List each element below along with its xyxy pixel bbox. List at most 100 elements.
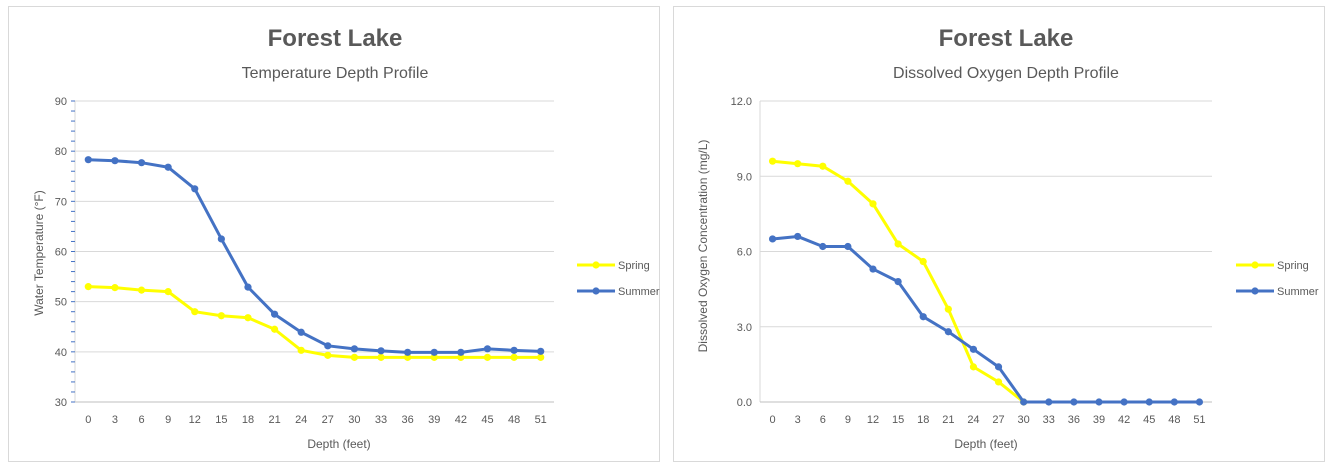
data-point-spring	[869, 200, 877, 208]
y-tick-label: 0.0	[737, 397, 752, 409]
x-axis-label: Depth (feet)	[307, 437, 370, 451]
data-point-spring	[377, 353, 385, 361]
chart-subtitle: Dissolved Oxygen Depth Profile	[893, 65, 1119, 82]
x-tick-label: 39	[1093, 414, 1105, 426]
data-point-summer	[1145, 398, 1153, 406]
data-point-spring	[537, 353, 545, 361]
chart-subtitle: Temperature Depth Profile	[242, 65, 429, 82]
x-tick-label: 18	[242, 414, 254, 426]
data-point-summer	[1070, 398, 1078, 406]
x-tick-label: 6	[820, 414, 826, 426]
data-point-summer	[944, 328, 952, 336]
data-point-summer	[404, 348, 412, 356]
y-tick-label: 80	[55, 146, 67, 158]
x-tick-label: 33	[1043, 414, 1055, 426]
data-point-summer	[270, 310, 279, 318]
y-tick-label: 60	[55, 247, 67, 259]
series-line-spring	[86, 285, 543, 359]
data-point-spring	[297, 346, 305, 354]
data-point-summer	[1095, 398, 1103, 406]
y-tick-label: 70	[55, 196, 67, 208]
data-point-summer	[1120, 398, 1128, 406]
x-tick-label: 33	[375, 414, 387, 426]
x-tick-label: 3	[795, 414, 801, 426]
y-axis-label: Water Temperature (°F)	[32, 190, 46, 316]
data-point-spring	[994, 378, 1003, 386]
x-tick-label: 12	[189, 414, 201, 426]
data-point-spring	[919, 257, 927, 266]
data-point-summer	[111, 157, 119, 165]
data-point-summer	[217, 235, 225, 243]
legend-marker-summer	[1251, 287, 1259, 295]
series-line-summer	[86, 158, 543, 354]
data-point-summer	[969, 345, 978, 353]
data-point-spring	[819, 162, 827, 170]
data-point-summer	[324, 342, 332, 350]
x-tick-label: 51	[1193, 414, 1205, 426]
x-tick-label: 15	[215, 414, 227, 426]
data-point-spring	[350, 353, 359, 361]
data-point-summer	[430, 348, 438, 356]
x-tick-label: 30	[1018, 414, 1030, 426]
x-tick-label: 39	[428, 414, 440, 426]
data-point-summer	[869, 265, 877, 273]
x-tick-label: 21	[268, 414, 280, 426]
data-point-spring	[137, 286, 146, 294]
data-point-spring	[969, 363, 978, 371]
y-tick-label: 50	[55, 297, 67, 309]
x-tick-label: 27	[322, 414, 334, 426]
dissolved-oxygen-chart: Forest Lake Dissolved Oxygen Depth Profi…	[696, 25, 1319, 451]
x-tick-label: 18	[917, 414, 929, 426]
x-tick-label: 42	[455, 414, 467, 426]
x-tick-label: 45	[1143, 414, 1155, 426]
data-point-summer	[1195, 398, 1204, 406]
legend-label-summer: Summer	[618, 286, 660, 298]
data-point-spring	[270, 325, 279, 333]
x-tick-label: 48	[508, 414, 520, 426]
data-point-summer	[794, 232, 802, 241]
chart-title: Forest Lake	[939, 25, 1074, 52]
data-point-spring	[217, 312, 225, 320]
data-point-spring	[430, 353, 438, 361]
data-point-summer	[483, 345, 492, 353]
data-point-spring	[244, 314, 252, 322]
x-tick-label: 42	[1118, 414, 1130, 426]
data-point-summer	[137, 159, 146, 167]
data-point-summer	[819, 242, 827, 251]
x-tick-label: 6	[138, 414, 144, 426]
data-point-summer	[457, 348, 465, 356]
data-point-summer	[1170, 398, 1178, 406]
data-point-summer	[377, 347, 385, 355]
data-point-spring	[794, 160, 802, 168]
data-point-summer	[919, 313, 927, 321]
data-point-spring	[844, 177, 852, 185]
x-tick-label: 3	[112, 414, 118, 426]
data-point-spring	[324, 351, 332, 359]
x-tick-label: 48	[1168, 414, 1180, 426]
x-tick-label: 30	[348, 414, 360, 426]
data-point-summer	[1020, 398, 1028, 406]
legend-marker-spring	[1251, 261, 1259, 269]
data-point-summer	[894, 278, 902, 286]
x-tick-label: 36	[402, 414, 414, 426]
x-tick-label: 27	[992, 414, 1004, 426]
x-tick-label: 24	[295, 414, 307, 426]
data-point-spring	[944, 305, 952, 313]
data-point-summer	[191, 185, 199, 193]
temperature-chart-panel: Forest Lake Temperature Depth Profile De…	[8, 6, 660, 462]
data-point-summer	[510, 346, 518, 354]
data-point-spring	[111, 284, 119, 292]
data-point-spring	[191, 308, 199, 316]
data-point-spring	[894, 240, 902, 248]
dissolved-oxygen-chart-panel: Forest Lake Dissolved Oxygen Depth Profi…	[673, 6, 1325, 462]
data-point-summer	[350, 345, 359, 353]
x-tick-label: 0	[769, 414, 775, 426]
x-tick-label: 24	[967, 414, 979, 426]
data-point-summer	[768, 235, 777, 243]
plot-area: 0.03.06.09.012.00 3 6 9 12 15 18 21 24 27 30 33 36 39…	[731, 96, 1319, 426]
x-tick-label: 51	[535, 414, 547, 426]
y-axis-label: Dissolved Oxygen Concentration (mg/L)	[696, 140, 710, 353]
legend-label-spring: Spring	[618, 260, 650, 272]
data-point-summer	[844, 242, 852, 251]
